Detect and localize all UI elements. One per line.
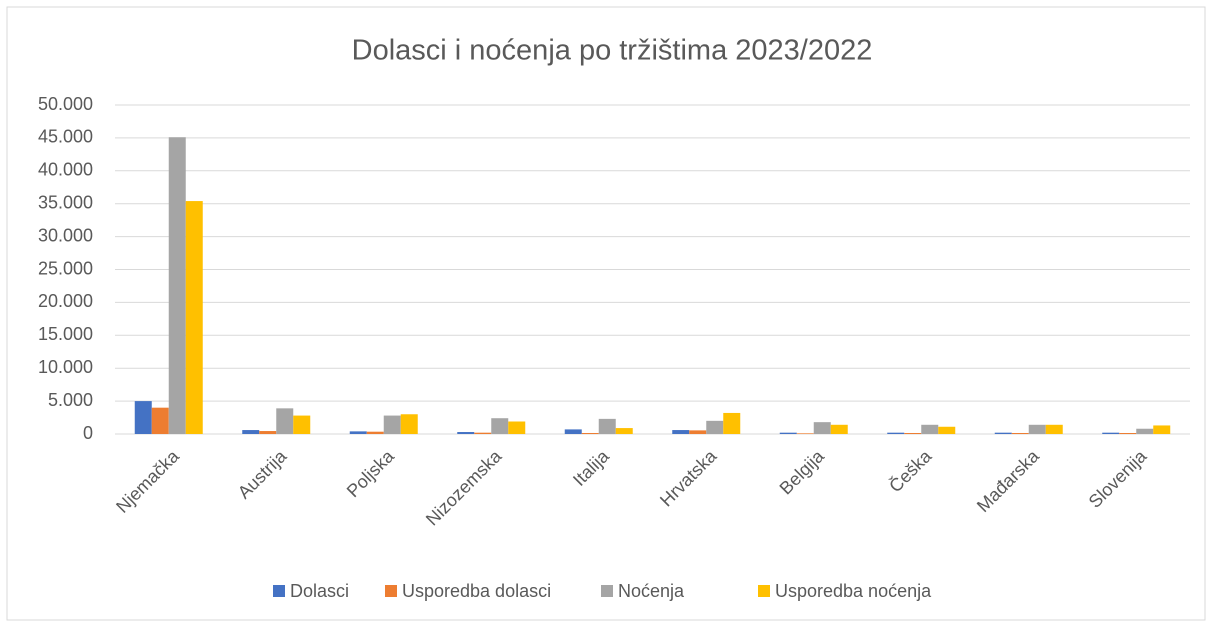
bar (508, 421, 526, 434)
y-tick-label: 35.000 (38, 192, 93, 212)
y-tick-label: 25.000 (38, 258, 93, 278)
bar (1102, 432, 1120, 434)
y-tick-label: 50.000 (38, 94, 93, 114)
bar (672, 430, 690, 434)
y-tick-label: 30.000 (38, 225, 93, 245)
legend-swatch (273, 585, 285, 597)
bar (1011, 433, 1029, 434)
bar (1136, 428, 1154, 434)
bar (168, 137, 186, 434)
bar (1028, 424, 1046, 434)
bar (813, 422, 831, 434)
bar (151, 407, 169, 434)
bar (938, 426, 956, 434)
bar (723, 412, 741, 434)
bar (491, 418, 509, 434)
bar (400, 414, 418, 434)
bar (457, 432, 475, 434)
chart-frame (6, 6, 1206, 621)
bar (1119, 433, 1137, 434)
y-tick-label: 40.000 (38, 160, 93, 180)
bar (904, 433, 922, 434)
bar (242, 430, 260, 434)
y-tick-label: 5.000 (48, 390, 93, 410)
legend-label: Usporedba noćenja (775, 581, 932, 601)
bar (564, 429, 582, 434)
legend-swatch (601, 585, 613, 597)
y-tick-label: 0 (83, 423, 93, 443)
bar (276, 408, 294, 434)
y-tick-label: 15.000 (38, 324, 93, 344)
bar (134, 401, 152, 434)
bar (796, 433, 814, 434)
bar (615, 428, 633, 434)
legend-swatch (385, 585, 397, 597)
legend-label: Noćenja (618, 581, 685, 601)
bar (349, 431, 367, 434)
bar (383, 415, 401, 434)
bar (293, 415, 311, 434)
y-tick-label: 10.000 (38, 357, 93, 377)
bar (706, 420, 724, 434)
y-tick-label: 20.000 (38, 291, 93, 311)
bar (581, 433, 599, 434)
bar (474, 432, 492, 434)
bar (259, 431, 277, 434)
bar (994, 432, 1012, 434)
legend-swatch (758, 585, 770, 597)
bar (779, 432, 797, 434)
y-tick-label: 45.000 (38, 127, 93, 147)
bar (689, 430, 707, 434)
bar (921, 424, 939, 434)
chart-title: Dolasci i noćenja po tržištima 2023/2022 (352, 35, 873, 67)
legend-label: Dolasci (290, 581, 349, 601)
bar (366, 431, 384, 434)
bar (1153, 425, 1171, 434)
bar (185, 201, 203, 434)
bar (1045, 424, 1063, 434)
legend-label: Usporedba dolasci (402, 581, 551, 601)
bar (830, 424, 848, 434)
bar (598, 418, 616, 434)
bar (887, 432, 905, 434)
